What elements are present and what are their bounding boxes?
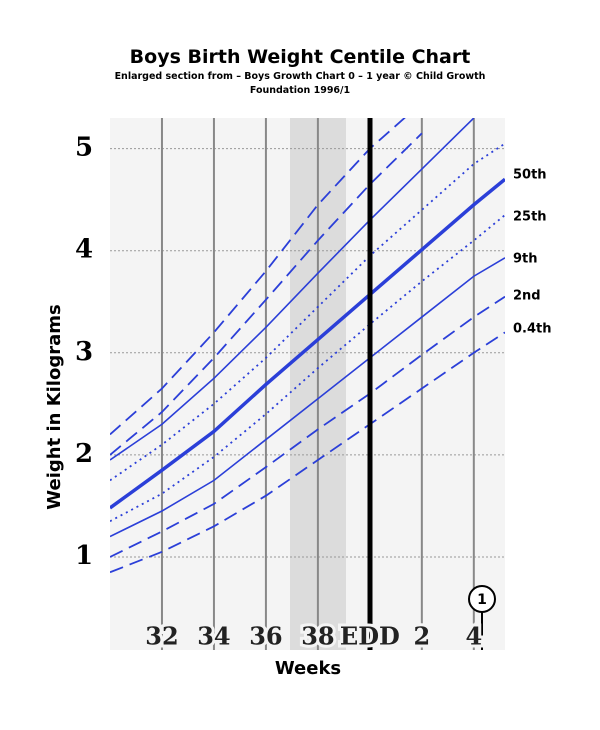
centile-label: 0.4th	[513, 322, 552, 337]
centile-line	[110, 177, 505, 510]
x-tick-label: EDD	[340, 622, 400, 651]
centile-line	[110, 295, 505, 558]
centile-line	[110, 142, 505, 482]
centile-label: 25th	[513, 210, 547, 225]
chart-title: Boys Birth Weight Centile Chart	[129, 46, 471, 68]
x-tick-label: 34	[197, 622, 230, 651]
x-tick-label: 4	[465, 622, 482, 651]
centile-label: 2nd	[513, 289, 541, 304]
centile-label: 50th	[513, 168, 547, 183]
annotation: 1	[477, 592, 487, 608]
x-axis-label: Weeks	[275, 658, 341, 679]
y-tick-label: 1	[75, 541, 93, 571]
centile-line	[110, 132, 423, 456]
x-tick-label: 38	[301, 622, 334, 651]
x-tick-label: 2	[413, 622, 430, 651]
y-tick-label: 3	[75, 337, 93, 367]
x-tick-label: 36	[249, 622, 282, 651]
y-tick-label: 4	[75, 235, 93, 265]
centile-line	[110, 257, 505, 538]
y-axis-label: Weight in Kilograms	[44, 304, 65, 509]
centile-line	[110, 331, 505, 574]
centile-label: 9th	[513, 252, 538, 267]
centile-line	[110, 118, 475, 461]
chart-subtitle: Enlarged section from – Boys Growth Char…	[114, 71, 486, 96]
x-tick-label: 32	[145, 622, 178, 651]
centile-line	[110, 214, 505, 523]
y-tick-label: 2	[75, 439, 93, 469]
y-tick-label: 5	[75, 133, 93, 163]
